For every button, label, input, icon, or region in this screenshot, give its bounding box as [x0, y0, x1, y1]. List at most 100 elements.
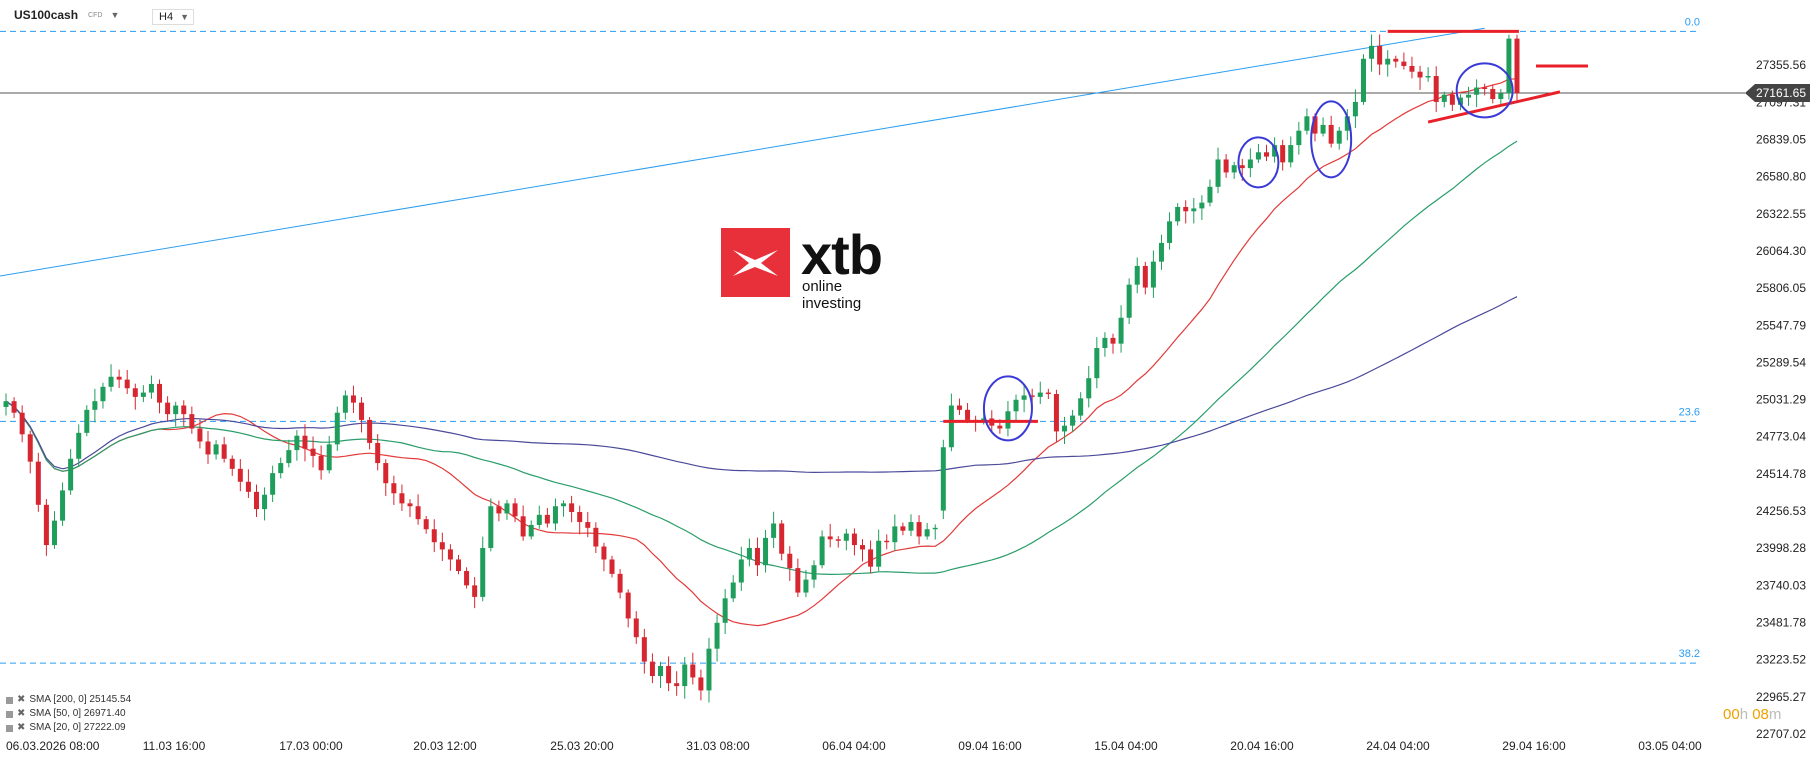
- candle-body: [229, 458, 235, 469]
- candle-body: [472, 585, 478, 597]
- candle-body: [827, 536, 833, 540]
- candle-body: [536, 514, 542, 525]
- legend-row-sma20[interactable]: ✖ SMA [20, 0] 27222.09: [6, 721, 131, 735]
- price-tick-label: 26064.30: [1756, 244, 1806, 258]
- candle-body: [657, 665, 663, 677]
- indicator-settings-icon[interactable]: [6, 710, 13, 718]
- candle-body: [1167, 221, 1173, 243]
- highlight-ellipse[interactable]: [982, 375, 1033, 442]
- candle-body: [940, 447, 946, 511]
- candle-body: [1377, 45, 1383, 65]
- close-icon[interactable]: ✖: [17, 694, 26, 705]
- candle-body: [350, 395, 356, 403]
- candle-body: [213, 444, 219, 455]
- candle-body: [649, 661, 655, 677]
- price-tick-label: 25547.79: [1756, 318, 1806, 332]
- candle-body: [512, 503, 518, 517]
- candle-body: [617, 573, 623, 593]
- time-tick-label: 17.03 00:00: [279, 739, 343, 753]
- candle-body: [916, 522, 922, 537]
- legend-row-sma50[interactable]: ✖ SMA [50, 0] 26971.40: [6, 707, 131, 721]
- indicator-settings-icon[interactable]: [6, 696, 13, 704]
- candle-body: [1296, 130, 1302, 146]
- candle-body: [1150, 261, 1156, 288]
- indicator-settings-icon[interactable]: [6, 724, 13, 732]
- candle-body: [464, 570, 470, 586]
- candle-body: [488, 506, 494, 548]
- current-price-label: 27161.65: [1756, 86, 1806, 100]
- candle-body: [924, 529, 930, 537]
- candle-body: [690, 664, 696, 678]
- candle-body: [1457, 97, 1463, 105]
- candle-body: [1126, 284, 1132, 318]
- candle-body: [601, 546, 607, 560]
- candle-body: [100, 386, 106, 402]
- time-axis[interactable]: 06.03.2026 08:00 11.03 16:00 17.03 00:00 20…: [6, 739, 1702, 753]
- candle-body: [359, 402, 365, 420]
- candle-body: [189, 414, 195, 429]
- candle-body: [108, 376, 114, 387]
- trendline-segment[interactable]: [0, 27, 1485, 277]
- candle-body: [1029, 395, 1035, 397]
- candle-body: [60, 490, 66, 521]
- legend-label: SMA [50, 0] 26971.40: [29, 708, 126, 719]
- candle-body: [439, 542, 445, 550]
- candle-body: [383, 463, 389, 484]
- chevron-down-icon[interactable]: ▼: [180, 12, 189, 22]
- candle-body: [1336, 130, 1342, 144]
- candle-body: [625, 592, 631, 619]
- highlight-ellipse[interactable]: [1455, 62, 1514, 119]
- candle-body: [1247, 159, 1253, 169]
- candle-body: [124, 379, 130, 389]
- candle-body: [730, 582, 736, 599]
- candle-body: [520, 516, 526, 537]
- candle-body: [431, 529, 437, 543]
- candle-body: [51, 520, 57, 546]
- candle-body: [956, 405, 962, 410]
- candle-body: [674, 683, 680, 687]
- candle-body: [1433, 76, 1439, 102]
- candle-body: [722, 598, 728, 623]
- price-tick-label: 25289.54: [1756, 355, 1806, 369]
- highlight-ellipse[interactable]: [1310, 100, 1353, 179]
- symbol-selector[interactable]: US100cash CFD ▼: [14, 8, 119, 22]
- candle-body: [84, 409, 90, 433]
- candle-body: [746, 547, 752, 560]
- candle-body: [415, 506, 421, 520]
- candle-body: [221, 444, 227, 459]
- candle-body: [455, 559, 461, 571]
- legend-label: SMA [20, 0] 27222.09: [29, 722, 126, 733]
- fib-level-label: 38.2: [1679, 648, 1700, 660]
- price-axis[interactable]: 27355.5627097.3126839.0526580.8026322.55…: [1745, 58, 1810, 741]
- close-icon[interactable]: ✖: [17, 708, 26, 719]
- candle-body: [1037, 392, 1043, 397]
- candle-body: [1255, 152, 1261, 160]
- candle-body: [965, 409, 971, 420]
- candle-body: [1360, 58, 1366, 102]
- chevron-down-icon[interactable]: ▼: [110, 10, 120, 20]
- time-tick-label: 29.04 16:00: [1502, 739, 1566, 753]
- support-resistance-line[interactable]: [1427, 90, 1561, 124]
- candle-body: [1409, 65, 1415, 72]
- legend-row-sma200[interactable]: ✖ SMA [200, 0] 25145.54: [6, 693, 131, 707]
- candle-body: [1272, 145, 1278, 157]
- annotations[interactable]: [943, 29, 1588, 442]
- sma-50-line: [5, 140, 1518, 576]
- timeframe-selector[interactable]: H4 ▼: [152, 9, 194, 25]
- candle-body: [1369, 45, 1375, 59]
- sma-200-line: [5, 296, 1518, 474]
- time-tick-label: 06.03.2026 08:00: [6, 739, 100, 753]
- fib-level-label: 0.0: [1685, 16, 1700, 28]
- highlight-ellipse[interactable]: [1237, 136, 1280, 189]
- candle-body: [528, 524, 534, 537]
- candle-body: [900, 526, 906, 531]
- candle-body: [1425, 76, 1431, 78]
- close-icon[interactable]: ✖: [17, 722, 26, 733]
- candle-body: [1158, 242, 1164, 262]
- candle-body: [1344, 116, 1350, 131]
- candle-body: [1053, 394, 1059, 432]
- price-tick-label: 26580.80: [1756, 170, 1806, 184]
- trendline[interactable]: [0, 27, 1485, 277]
- candle-body: [1280, 145, 1286, 163]
